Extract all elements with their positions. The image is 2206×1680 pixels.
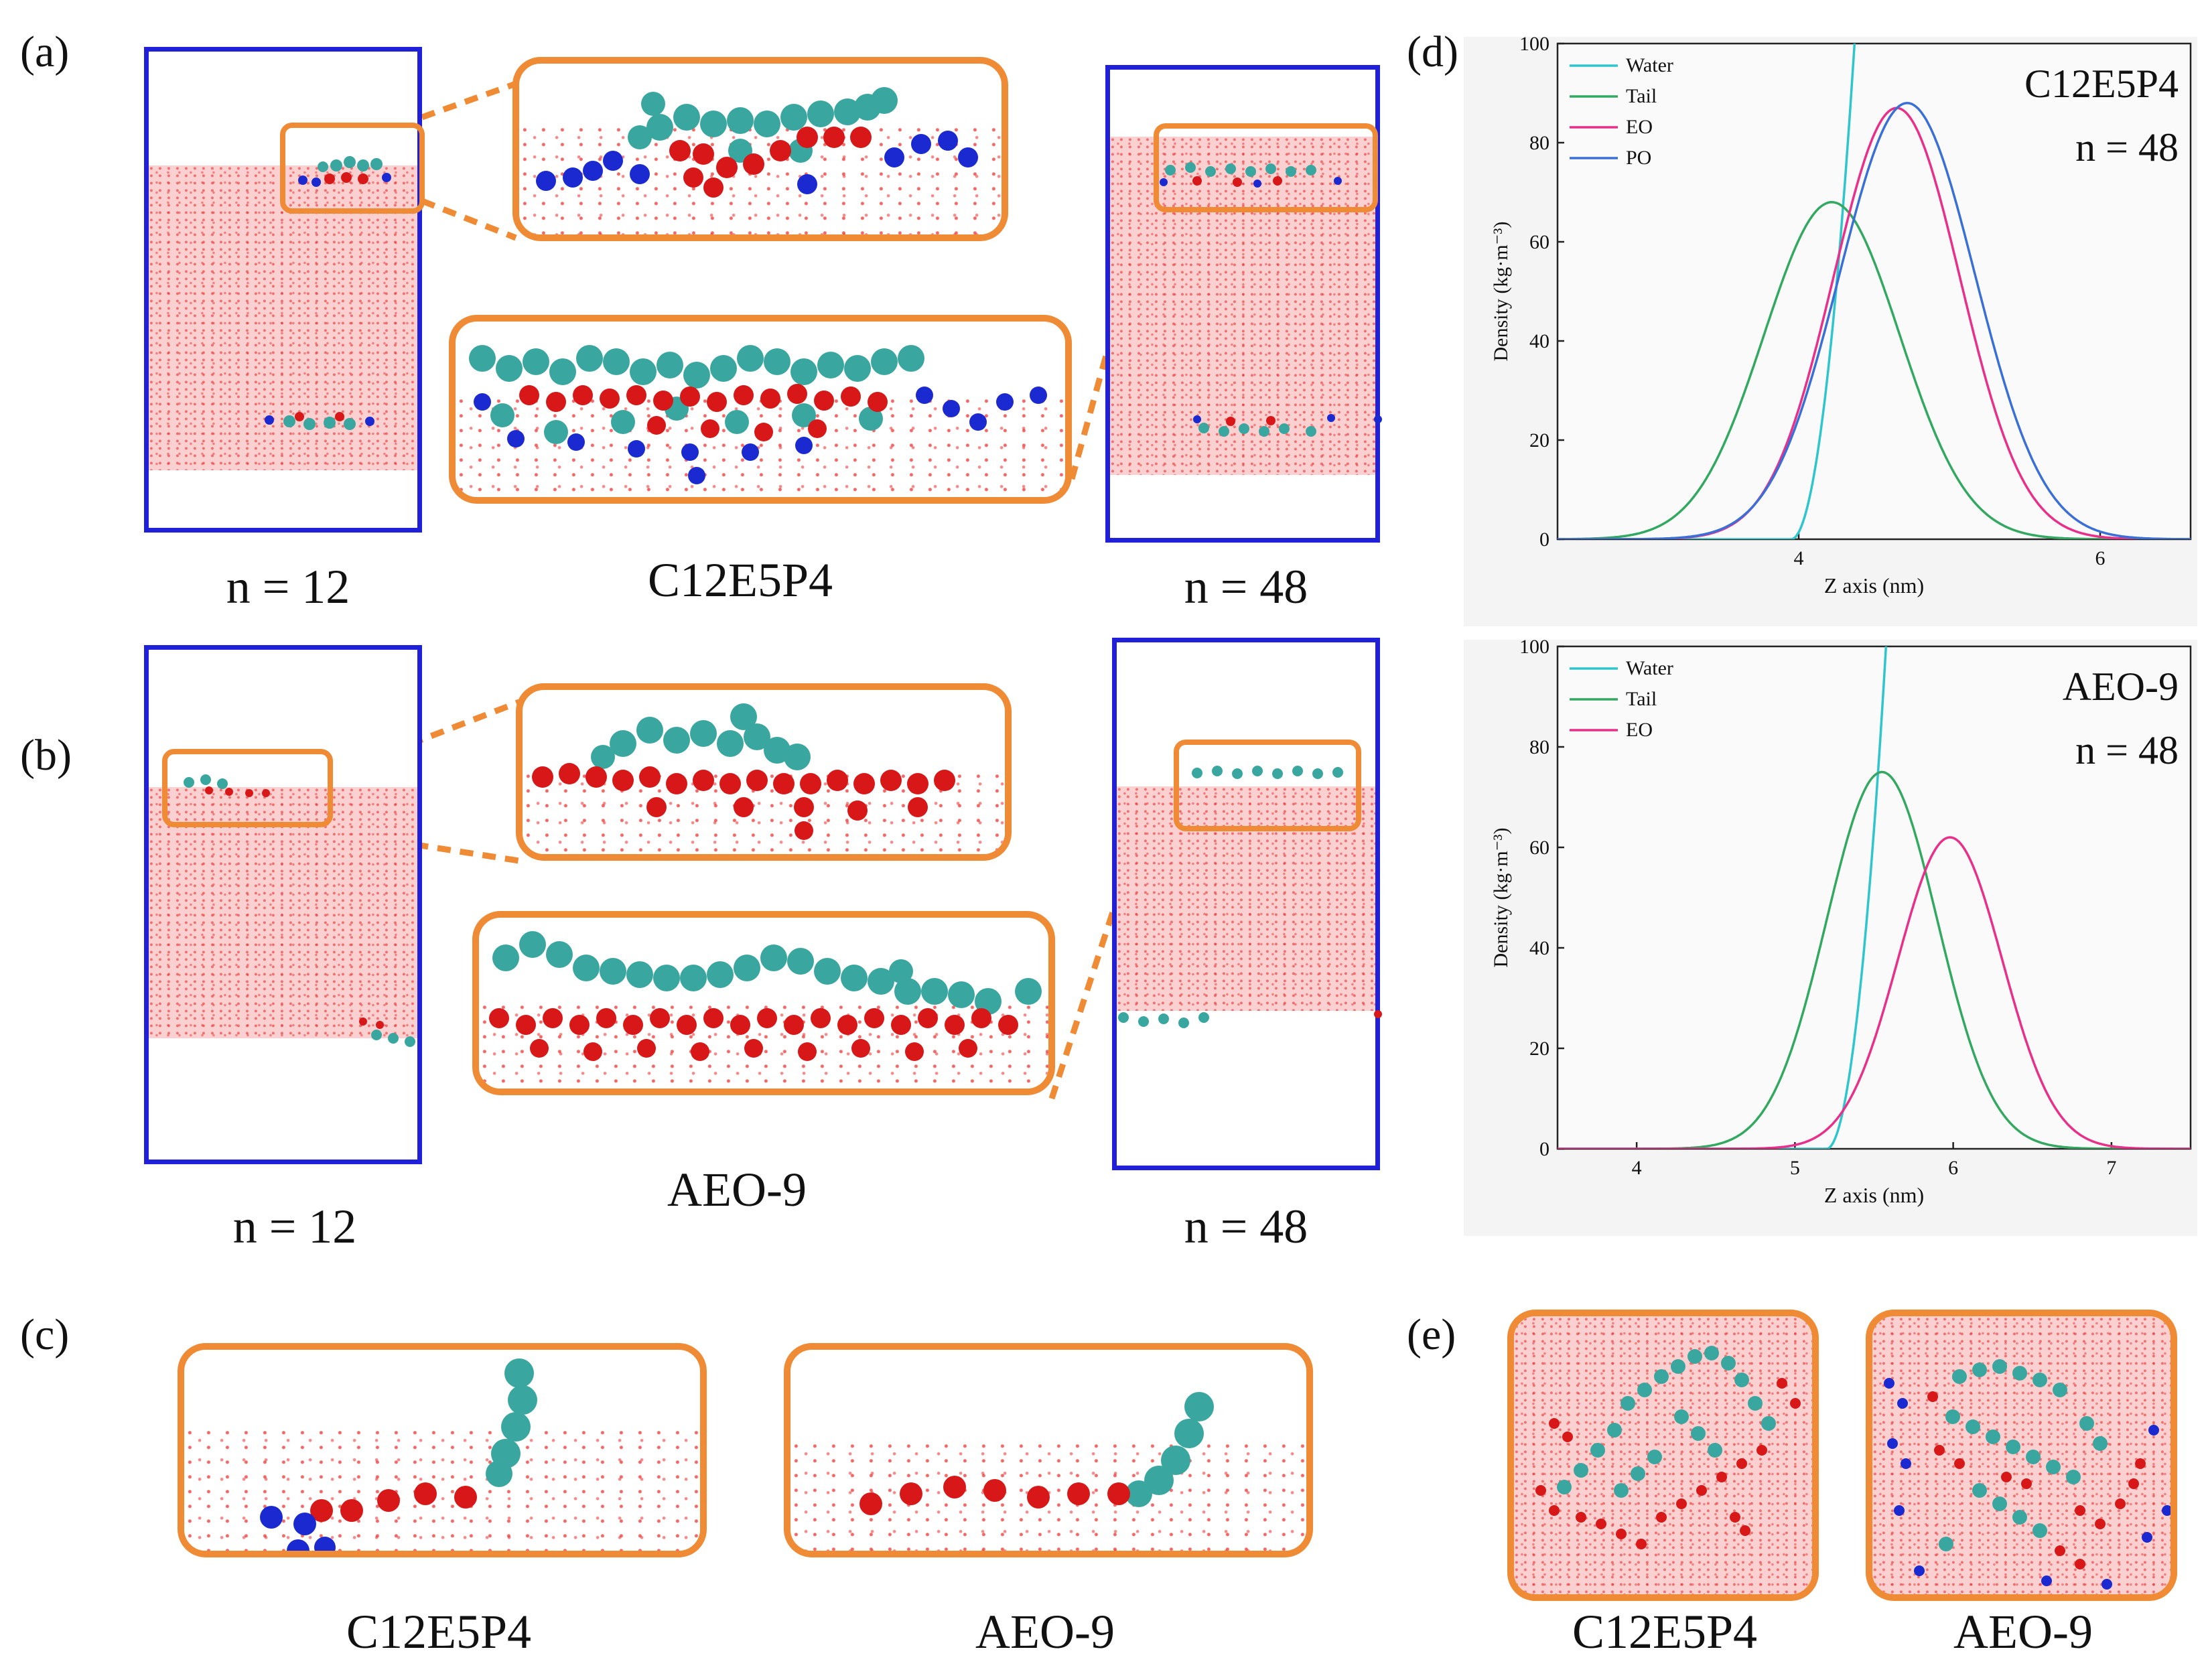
x-axis-label: Z axis (nm) xyxy=(1824,573,1924,598)
top-view-beads xyxy=(1535,1346,1801,1549)
surfactant-beads xyxy=(532,703,955,840)
caption-b-n12: n = 12 xyxy=(232,1200,357,1253)
plot-area xyxy=(1556,42,2192,541)
sim-box-a-n12 xyxy=(144,47,425,533)
panel-label-c: (c) xyxy=(20,1310,70,1359)
caption-e-c12e5p4: C12E5P4 xyxy=(1572,1605,1758,1659)
y-tick-label: 20 xyxy=(1529,1038,1549,1060)
y-tick-label: 100 xyxy=(1519,33,1549,55)
legend-label-eo: EO xyxy=(1626,719,1653,741)
density-chart-c12e5p4: 0 20 40 60 80 100 4 6 Z axis (nm) Density (kg·m⁻³… xyxy=(1490,33,2192,598)
y-tick-label: 80 xyxy=(1529,736,1549,758)
y-axis-label: Density (kg·m⁻³) xyxy=(1490,828,1512,968)
series-line-eo xyxy=(1558,836,2191,1149)
top-view-beads xyxy=(1884,1359,2170,1590)
y-tick-label: 0 xyxy=(1539,1138,1549,1160)
legend-label-water: Water xyxy=(1626,657,1673,679)
selection-highlight xyxy=(1174,740,1361,831)
legend-label-water: Water xyxy=(1626,54,1673,76)
sim-box-a-n48 xyxy=(1105,65,1382,543)
caption-a-n12: n = 12 xyxy=(226,560,350,614)
y-tick-label: 40 xyxy=(1529,937,1549,959)
chart-annotation: n = 48 xyxy=(2075,125,2179,169)
surfactant-beads xyxy=(265,156,391,430)
surfactant-beads xyxy=(489,931,1042,1061)
sim-box-b-n12 xyxy=(144,645,422,1164)
top-view-c12e5p4 xyxy=(1507,1310,1819,1601)
water-atoms xyxy=(519,124,1002,234)
caption-a-n48: n = 48 xyxy=(1184,560,1308,614)
y-tick-label: 60 xyxy=(1529,231,1549,253)
water-slab xyxy=(1872,1316,2170,1594)
x-axis-label: Z axis (nm) xyxy=(1824,1183,1924,1207)
surfactant-beads xyxy=(184,774,415,1047)
caption-b-n48: n = 48 xyxy=(1184,1200,1308,1253)
chart-title: C12E5P4 xyxy=(2024,62,2179,106)
caption-b-aeo9: AEO-9 xyxy=(667,1163,807,1216)
surfactant-beads xyxy=(1160,162,1382,437)
legend-label-eo: EO xyxy=(1626,116,1653,138)
x-tick-label: 4 xyxy=(1632,1157,1642,1179)
density-chart-aeo9: 0 20 40 60 80 100 4 5 6 7 Z axis (nm) Density (kg·m… xyxy=(1490,636,2192,1207)
selection-highlight xyxy=(162,749,333,827)
caption-e-aeo9: AEO-9 xyxy=(1953,1605,2093,1659)
selection-highlight xyxy=(1154,123,1378,212)
single-surfactant-beads xyxy=(260,1358,537,1551)
y-tick-label: 80 xyxy=(1529,132,1549,154)
y-tick-label: 20 xyxy=(1529,429,1549,451)
legend-label-tail: Tail xyxy=(1626,85,1657,107)
panel-label-b: (b) xyxy=(20,731,72,780)
series-line-tail xyxy=(1558,201,2191,539)
surfactant-beads xyxy=(469,345,1047,484)
top-view-aeo9 xyxy=(1866,1310,2177,1601)
y-tick-label: 100 xyxy=(1519,636,1549,658)
x-tick-label: 5 xyxy=(1790,1157,1800,1179)
surfactant-beads xyxy=(1118,766,1382,1028)
sim-box-b-n48 xyxy=(1112,638,1382,1170)
single-surfactant-beads xyxy=(859,1392,1214,1515)
zoom-b-bottom xyxy=(472,911,1055,1095)
selection-highlight xyxy=(280,123,425,214)
surfactant-beads xyxy=(536,87,978,198)
chart-title: AEO-9 xyxy=(2063,664,2179,709)
y-tick-label: 0 xyxy=(1539,529,1549,551)
zoom-a-bottom xyxy=(449,315,1072,504)
zoom-c-aeo9 xyxy=(784,1343,1313,1557)
x-tick-label: 6 xyxy=(1948,1157,1958,1179)
x-tick-label: 6 xyxy=(2095,547,2106,569)
chart-annotation: n = 48 xyxy=(2075,728,2179,772)
panel-label-e: (e) xyxy=(1407,1310,1456,1359)
zoom-a-top xyxy=(512,57,1008,241)
legend-label-tail: Tail xyxy=(1626,688,1657,710)
zoom-c-c12e5p4 xyxy=(178,1343,707,1557)
caption-a-c12e5p4: C12E5P4 xyxy=(647,553,833,607)
series-line-water xyxy=(1558,646,1888,1149)
x-tick-label: 4 xyxy=(1794,547,1804,569)
panel-label-a: (a) xyxy=(20,27,70,76)
water-atoms xyxy=(456,395,1065,497)
caption-c-aeo9: AEO-9 xyxy=(975,1605,1115,1659)
y-tick-label: 60 xyxy=(1529,837,1549,859)
zoom-b-top xyxy=(516,683,1012,861)
panel-label-d: (d) xyxy=(1407,27,1458,76)
legend-label-po: PO xyxy=(1626,147,1651,169)
water-slab xyxy=(1117,786,1375,1011)
series-line-po xyxy=(1558,102,2191,539)
water-atoms xyxy=(184,1427,700,1551)
plot-area xyxy=(1556,645,2192,1150)
x-tick-label: 7 xyxy=(2106,1157,2116,1179)
caption-c-c12e5p4: C12E5P4 xyxy=(346,1605,532,1659)
y-tick-label: 40 xyxy=(1529,330,1549,352)
y-axis-label: Density (kg·m⁻³) xyxy=(1490,222,1512,362)
water-slab xyxy=(149,787,417,1038)
